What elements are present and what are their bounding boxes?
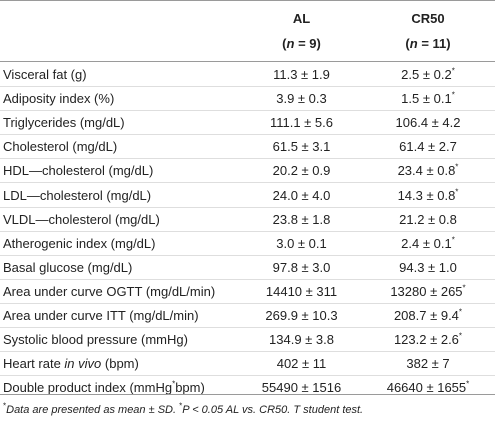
value-cr50-text: 13280 ± 265 <box>390 283 463 299</box>
header-rule <box>0 61 495 62</box>
table-row: Cholesterol (mg/dL) 61.5 ± 3.1 61.4 ± 2.7 <box>0 134 495 160</box>
footnote-text-2: P < 0.05 AL vs. CR50. T student test. <box>182 404 364 416</box>
value-al: 23.8 ± 1.8 <box>242 207 361 232</box>
value-cr50: 23.4 ± 0.8* <box>361 158 495 184</box>
significance-mark: * <box>451 235 455 245</box>
row-label: Basal glucose (mg/dL) <box>0 255 242 280</box>
value-al: 61.5 ± 3.1 <box>242 134 361 160</box>
value-cr50: 123.2 ± 2.6* <box>361 327 495 353</box>
value-cr50-text: 14.3 ± 0.8 <box>397 187 456 203</box>
table-row: Visceral fat (g) 11.3 ± 1.9 2.5 ± 0.2* <box>0 63 495 88</box>
table-row: Double product index (mmHg*bpm) 55490 ± 1… <box>0 376 495 400</box>
value-cr50-text: 123.2 ± 2.6 <box>393 332 459 348</box>
significance-mark: * <box>458 331 463 341</box>
value-cr50-text: 106.4 ± 4.2 <box>395 115 461 131</box>
value-cr50: 106.4 ± 4.2 <box>361 110 495 136</box>
table-row: Systolic blood pressure (mmHg) 134.9 ± 3.… <box>0 327 495 353</box>
value-cr50: 2.5 ± 0.2* <box>361 63 495 88</box>
significance-mark: * <box>462 283 466 293</box>
n-al: (n = 9) <box>282 36 321 51</box>
header-row: AL CR50 <box>0 6 495 31</box>
table-footnote: *Data are presented as mean ± SD. *P < 0… <box>3 401 364 416</box>
value-cr50-text: 208.7 ± 9.4 <box>393 307 459 323</box>
row-label: Atherogenic index (mg/dL) <box>0 231 242 256</box>
table-row: Basal glucose (mg/dL) 97.8 ± 3.0 94.3 ± 1.… <box>0 255 495 280</box>
row-label: Area under curve ITT (mg/dL/min) <box>0 303 242 329</box>
value-al: 97.8 ± 3.0 <box>242 255 361 280</box>
significance-mark: * <box>451 90 455 100</box>
value-al: 55490 ± 1516 <box>261 380 342 396</box>
table-row: HDL—cholesterol (mg/dL) 20.2 ± 0.9 23.4 ± … <box>0 158 495 184</box>
table-row: Triglycerides (mg/dL) 111.1 ± 5.6 106.4 ± … <box>0 110 495 136</box>
header-table: AL CR50 (n = 9) (n = 11) <box>0 6 495 56</box>
value-cr50: 14.3 ± 0.8* <box>361 182 495 208</box>
bottom-rule <box>0 394 495 395</box>
value-al: 11.3 ± 1.9 <box>242 63 361 88</box>
row-label: Visceral fat (g) <box>0 63 242 88</box>
table-row: VLDL—cholesterol (mg/dL) 23.8 ± 1.8 21.2 ±… <box>0 207 495 232</box>
value-al: 3.9 ± 0.3 <box>242 86 361 112</box>
value-cr50-text: 61.4 ± 2.7 <box>399 139 457 155</box>
value-cr50-text: 2.4 ± 0.1 <box>401 235 452 251</box>
value-al: 20.2 ± 0.9 <box>242 158 361 184</box>
body-table: Visceral fat (g) 11.3 ± 1.9 2.5 ± 0.2* Adip… <box>0 63 495 399</box>
row-label: Systolic blood pressure (mmHg) <box>0 327 242 353</box>
value-al: 3.0 ± 0.1 <box>242 231 361 256</box>
row-label: Heart rate in vivo (bpm) <box>0 351 242 377</box>
value-cr50-text: 1.5 ± 0.1 <box>401 91 452 107</box>
row-label: VLDL—cholesterol (mg/dL) <box>0 207 242 232</box>
row-label: Cholesterol (mg/dL) <box>0 134 242 160</box>
header-empty-cell <box>0 6 242 31</box>
table-row: Adiposity index (%) 3.9 ± 0.3 1.5 ± 0.1* <box>0 86 495 112</box>
header-n-row: (n = 9) (n = 11) <box>0 31 495 56</box>
footnote-mark: * <box>179 401 183 411</box>
value-al: 402 ± 11 <box>242 351 361 377</box>
row-label: Adiposity index (%) <box>0 86 242 112</box>
value-cr50: 21.2 ± 0.8 <box>361 207 495 232</box>
footnote-mark: * <box>3 401 7 411</box>
table-row: Heart rate in vivo (bpm) 402 ± 11 382 ± 7 <box>0 351 495 377</box>
value-cr50: 61.4 ± 2.7 <box>361 134 495 160</box>
value-cr50: 46640 ± 1655* <box>361 376 495 400</box>
value-cr50: 382 ± 7 <box>361 351 495 377</box>
table-row: LDL—cholesterol (mg/dL) 24.0 ± 4.0 14.3 ± … <box>0 182 495 208</box>
table-row: Atherogenic index (mg/dL) 3.0 ± 0.1 2.4 ± … <box>0 231 495 256</box>
value-cr50: 13280 ± 265* <box>361 279 495 304</box>
value-cr50-text: 2.5 ± 0.2 <box>401 67 452 83</box>
value-cr50-text: 46640 ± 1655 <box>386 380 467 396</box>
row-label: Triglycerides (mg/dL) <box>0 110 242 136</box>
value-cr50-text: 94.3 ± 1.0 <box>399 259 457 275</box>
top-rule <box>0 0 495 1</box>
value-cr50: 94.3 ± 1.0 <box>361 255 495 280</box>
row-label: Area under curve OGTT (mg/dL/min) <box>0 279 242 304</box>
significance-mark: * <box>466 379 470 389</box>
table-row: Area under curve ITT (mg/dL/min) 269.9 ± … <box>0 303 495 329</box>
significance-mark: * <box>451 66 455 76</box>
row-label: Double product index (mmHg*bpm) <box>3 379 205 396</box>
significance-mark: * <box>455 187 459 197</box>
value-cr50-text: 382 ± 7 <box>406 356 450 372</box>
value-cr50: 208.7 ± 9.4* <box>361 303 495 329</box>
col-header-al: AL <box>292 11 311 26</box>
value-cr50-text: 23.4 ± 0.8 <box>397 163 456 179</box>
significance-mark: * <box>458 307 463 317</box>
footnote-text-1: Data are presented as mean ± SD. <box>6 404 180 416</box>
n-cr50: (n = 11) <box>405 36 451 51</box>
value-al: 269.9 ± 10.3 <box>242 303 361 329</box>
value-cr50: 2.4 ± 0.1* <box>361 231 495 256</box>
value-al: 134.9 ± 3.8 <box>242 327 361 353</box>
row-label: HDL—cholesterol (mg/dL) <box>0 158 242 184</box>
col-header-cr50: CR50 <box>411 11 445 26</box>
value-cr50: 1.5 ± 0.1* <box>361 86 495 112</box>
value-al: 14410 ± 311 <box>242 279 361 304</box>
significance-mark: * <box>455 163 459 173</box>
value-cr50-text: 21.2 ± 0.8 <box>399 211 457 227</box>
header-empty-cell <box>0 31 242 56</box>
value-al: 111.1 ± 5.6 <box>242 110 361 136</box>
row-label: LDL—cholesterol (mg/dL) <box>0 182 242 208</box>
table-row: Area under curve OGTT (mg/dL/min) 14410 ±… <box>0 279 495 304</box>
value-al: 24.0 ± 4.0 <box>242 182 361 208</box>
